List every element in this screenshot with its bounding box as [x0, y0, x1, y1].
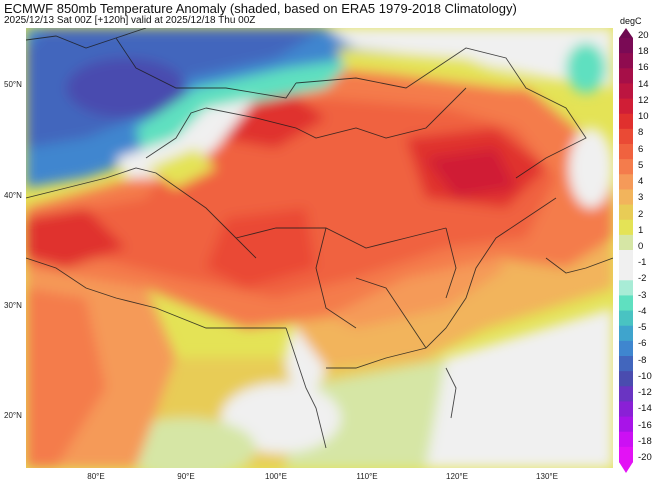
map-shading — [26, 28, 613, 468]
colorbar-tick: -18 — [638, 435, 652, 447]
colorbar-tick: -3 — [638, 289, 647, 301]
colorbar-tick: -20 — [638, 452, 652, 463]
chart-title: ECMWF 850mb Temperature Anomaly (shaded,… — [4, 1, 517, 16]
colorbar-tick: -10 — [638, 370, 652, 382]
colorbar-tick: 16 — [638, 62, 649, 74]
colorbar-tick: -4 — [638, 305, 647, 317]
colorbar-tick: 5 — [638, 159, 644, 171]
colorbar-tick: -8 — [638, 354, 647, 366]
lon-label-80e: 80°E — [87, 472, 105, 481]
colorbar-tick: 12 — [638, 94, 649, 106]
colorbar — [619, 28, 633, 473]
colorbar-tick: 6 — [638, 143, 644, 155]
colorbar-tick: 0 — [638, 241, 644, 252]
colorbar-tick: 18 — [638, 46, 649, 58]
lon-label-90e: 90°E — [177, 472, 195, 481]
colorbar-tick: -2 — [638, 273, 647, 285]
colorbar-tick: 1 — [638, 224, 644, 236]
colorbar-tick: -16 — [638, 419, 652, 431]
colorbar-tick: 3 — [638, 192, 644, 204]
chart-subtitle: 2025/12/13 Sat 00Z [+120h] valid at 2025… — [4, 15, 256, 26]
lat-label-50n: 50°N — [4, 80, 22, 89]
lon-label-130e: 130°E — [536, 472, 558, 481]
colorbar-tick: -1 — [638, 257, 647, 269]
anomaly-map — [26, 28, 613, 468]
colorbar-tick: -6 — [638, 338, 647, 350]
lat-label-20n: 20°N — [4, 411, 22, 420]
colorbar-tick: -5 — [638, 322, 647, 334]
colorbar-tick: -12 — [638, 387, 652, 399]
colorbar-tick: 20 — [638, 30, 649, 41]
lon-label-120e: 120°E — [446, 472, 468, 481]
colorbar-tick: 4 — [638, 176, 644, 188]
lat-label-40n: 40°N — [4, 191, 22, 200]
colorbar-tick: 14 — [638, 78, 649, 90]
colorbar-tick: 10 — [638, 111, 649, 123]
colorbar-tick: 8 — [638, 127, 644, 139]
boundary-lines — [26, 28, 613, 449]
colorbar-tick: 2 — [638, 208, 644, 220]
lon-label-100e: 100°E — [265, 472, 287, 481]
lat-label-30n: 30°N — [4, 301, 22, 310]
lon-label-110e: 110°E — [356, 472, 378, 481]
colorbar-tick: -14 — [638, 403, 652, 415]
colorbar-unit: degC — [620, 16, 642, 26]
